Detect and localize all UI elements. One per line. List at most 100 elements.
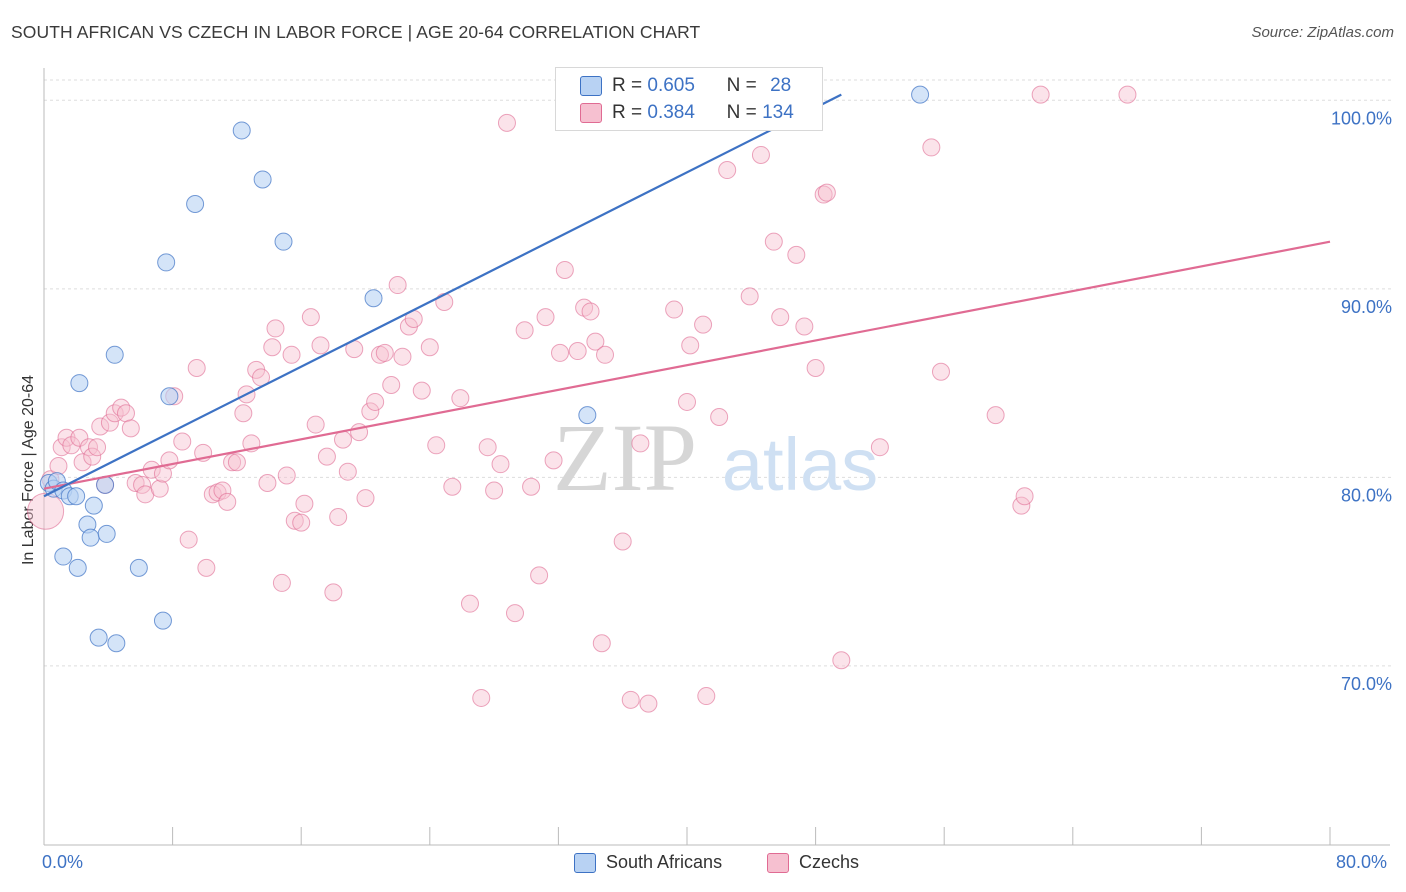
czechs-point — [388, 276, 407, 295]
czechs-point — [285, 511, 304, 530]
legend-n-label: N = — [726, 75, 757, 96]
czechs-point — [292, 513, 311, 532]
south-africans-point — [67, 487, 86, 506]
czechs-point — [832, 651, 851, 670]
czechs-point — [922, 138, 941, 157]
czechs-point — [27, 492, 65, 530]
south-africans-point — [68, 558, 87, 577]
south-africans-point — [81, 528, 100, 547]
legend-item-czechs[interactable]: Czechs — [767, 852, 859, 873]
y-tick-label: 100.0% — [1331, 108, 1392, 128]
czechs-point — [613, 532, 632, 551]
czechs-point — [1118, 85, 1137, 104]
czechs-point — [277, 466, 296, 485]
czechs-point — [621, 690, 640, 709]
czechs-point — [375, 343, 394, 362]
czechs-point — [179, 530, 198, 549]
czechs-point — [817, 183, 836, 202]
south-africans-point — [364, 289, 383, 308]
legend-label: South Africans — [606, 852, 723, 872]
czechs-point — [361, 402, 380, 421]
czechs-point — [555, 260, 574, 279]
czechs-point — [718, 161, 737, 180]
y-tick-labels: 70.0% 80.0% 90.0% 100.0% — [1331, 108, 1392, 694]
czechs-point — [485, 481, 504, 500]
trend-lines — [43, 93, 1331, 498]
czechs-point — [530, 566, 549, 585]
czechs-point — [435, 293, 454, 312]
czechs-point — [311, 336, 330, 355]
czechs-point — [317, 447, 336, 466]
czechs-point — [187, 359, 206, 378]
czechs-point — [382, 375, 401, 394]
south-africans-point — [157, 253, 176, 272]
czechs-point — [223, 453, 242, 472]
y-tick-label: 90.0% — [1341, 297, 1392, 317]
czechs-point — [218, 492, 237, 511]
south-africans-point — [253, 170, 272, 189]
czechs-point — [121, 419, 140, 438]
legend-item-south-africans[interactable]: South Africans — [574, 852, 722, 873]
czechs-point — [787, 245, 806, 264]
czechs-point — [460, 594, 479, 613]
south-africans-point — [153, 611, 172, 630]
legend-n-value: 134 — [762, 102, 794, 123]
czechs-point — [639, 694, 658, 713]
czechs-point — [596, 345, 615, 364]
czechs-point — [393, 347, 412, 366]
czechs-point — [412, 381, 431, 400]
czechs-point — [740, 287, 759, 306]
czechs-point — [681, 336, 700, 355]
czechs-point — [443, 477, 462, 496]
czechs-point — [631, 434, 650, 453]
legend-label: Czechs — [799, 852, 860, 872]
czechs-point — [133, 475, 152, 494]
legend-swatch-blue — [574, 852, 596, 873]
czechs-point — [324, 583, 343, 602]
legend-row-czechs: R = 0.384 N = 134 — [556, 99, 794, 127]
czechs-point — [491, 455, 510, 474]
czechs-point — [70, 428, 89, 447]
czechs-point — [586, 332, 605, 351]
watermark-atlas: atlas — [722, 423, 878, 506]
legend-r-label: R = — [612, 75, 643, 96]
czechs-point — [551, 343, 570, 362]
czechs-point — [515, 321, 534, 340]
czechs-point — [806, 359, 825, 378]
czechs-point — [568, 342, 587, 361]
czechs-point — [173, 432, 192, 451]
czechs-point — [272, 573, 291, 592]
chart-title: SOUTH AFRICAN VS CZECH IN LABOR FORCE | … — [11, 22, 701, 42]
south-africans-point — [70, 374, 89, 393]
czechs-point — [333, 430, 352, 449]
czechs-point — [1012, 496, 1031, 515]
czechs-point — [472, 688, 491, 707]
czechs-point — [764, 232, 783, 251]
stats-legend: R = 0.605 N = 28 R = 0.384 N = 134 — [555, 67, 823, 131]
czechs-point — [112, 398, 131, 417]
south-africans-point — [107, 634, 126, 653]
czechs-point — [73, 453, 92, 472]
south-africans-trend-line — [43, 93, 842, 498]
czechs-point — [678, 392, 696, 411]
czechs-point — [1031, 85, 1050, 104]
south-africans-point — [232, 121, 251, 140]
south-africans-point — [578, 406, 597, 425]
watermark-zip: ZIP — [553, 404, 697, 511]
south-africans-point — [129, 558, 148, 577]
czechs-point — [697, 687, 716, 706]
czechs-point — [931, 362, 950, 381]
czechs-point — [329, 507, 348, 526]
czechs-point — [505, 604, 524, 623]
czechs-point — [234, 404, 253, 423]
legend-r-value: 0.605 — [647, 75, 695, 96]
czechs-point — [1015, 487, 1034, 506]
czechs-point — [49, 457, 68, 476]
czechs-point — [282, 345, 301, 364]
czechs-point — [427, 436, 446, 455]
czechs-point — [665, 300, 684, 319]
grid-lines — [44, 79, 1392, 667]
zipatlas-watermark: ZIP atlas — [553, 404, 878, 511]
south-africans-point — [54, 547, 73, 566]
